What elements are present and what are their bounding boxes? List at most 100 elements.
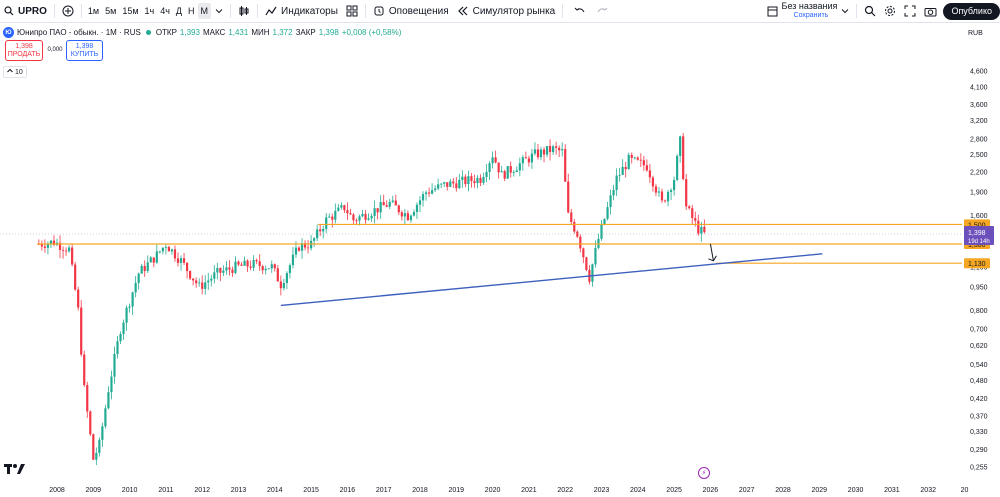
candle-body [313, 238, 316, 241]
candle-body [319, 229, 322, 232]
candle-body [234, 261, 237, 273]
candle-body [282, 283, 285, 289]
candle-body [521, 157, 524, 164]
currency-label[interactable]: RUB [968, 30, 983, 37]
candle-body [506, 166, 509, 179]
candle-body [491, 157, 494, 164]
candle-body [694, 218, 697, 221]
undo-icon [574, 6, 585, 16]
candle-body [663, 200, 667, 202]
sell-button[interactable]: 1,398 ПРОДАТЬ [5, 40, 43, 61]
indicator-count: 10 [15, 68, 23, 76]
timeframe-day[interactable]: Д [175, 6, 183, 16]
timeframe-month[interactable]: М [197, 3, 212, 19]
sell-price: 1,398 [15, 42, 33, 50]
candle-body [152, 257, 155, 263]
tradingview-logo-icon[interactable] [4, 462, 26, 476]
chevron-down-icon [841, 7, 849, 15]
candle-body [198, 282, 201, 284]
templates-button[interactable] [342, 0, 362, 23]
candle-body [570, 212, 573, 223]
x-tick-label: 2030 [848, 487, 864, 494]
level-price-tag [964, 258, 990, 269]
candle-body [249, 266, 252, 268]
candle-body [107, 392, 110, 409]
legend-title[interactable]: Юнипро ПАО - обыкн. · 1M · RUS [17, 28, 141, 37]
timeframe-week[interactable]: Н [188, 6, 195, 16]
candle-body [403, 213, 406, 217]
candle-body [92, 434, 95, 460]
candle-body [185, 262, 189, 272]
candle-body [651, 177, 655, 187]
candle-body [503, 171, 506, 179]
layout-menu-button[interactable]: Без названия Сохранить [763, 0, 854, 23]
timeframe-1m[interactable]: 1м [87, 6, 100, 16]
timeframe-4h[interactable]: 4ч [160, 6, 170, 16]
candle-body [624, 166, 627, 170]
symbol-search-button[interactable]: UPRO [0, 0, 51, 23]
grid-icon [346, 5, 358, 17]
candle-body [355, 220, 358, 222]
quick-search-button[interactable] [860, 0, 880, 23]
level-price-label: 1,130 [968, 261, 986, 268]
candle-body [388, 201, 391, 207]
settings-button[interactable] [880, 0, 900, 23]
company-logo-icon: Ю [3, 27, 14, 38]
candle-body [455, 183, 458, 189]
candles-icon [238, 5, 250, 17]
x-tick-label: 2025 [666, 487, 682, 494]
timeframe-5m[interactable]: 5м [105, 6, 117, 16]
price-chart[interactable]: 4,600 4,100 3,600 3,200 2,800 2,500 2,200 1,900… [0, 24, 1000, 497]
candle-body [182, 258, 186, 263]
lightning-icon[interactable]: ⚡ [698, 467, 710, 479]
fullscreen-button[interactable] [900, 0, 920, 23]
timeframe-1h[interactable]: 1ч [144, 6, 155, 16]
rewind-icon [457, 6, 469, 16]
snapshot-button[interactable] [920, 0, 941, 23]
candle-body [64, 250, 68, 252]
x-tick-label: 2029 [812, 487, 828, 494]
x-tick-label: 2024 [630, 487, 646, 494]
candle-body [306, 247, 310, 249]
candle-body [533, 149, 537, 154]
candle-body [146, 262, 149, 271]
candle-body [645, 165, 648, 171]
timeframe-dropdown[interactable] [211, 0, 227, 23]
candle-body [548, 146, 552, 153]
candle-body [300, 243, 304, 251]
y-tick-label: 0,480 [970, 378, 988, 385]
candle-body [539, 149, 543, 158]
redo-button[interactable] [593, 0, 612, 23]
x-tick-label: 2016 [340, 487, 356, 494]
undo-button[interactable] [566, 0, 593, 23]
indicators-collapse-button[interactable]: 10 [3, 66, 27, 78]
candle-body [294, 247, 298, 255]
replay-button[interactable]: Симулятор рынка [453, 0, 560, 23]
candle-body [201, 282, 204, 289]
candle-body [424, 192, 428, 195]
candle-body [606, 207, 609, 219]
compare-symbol-button[interactable] [58, 0, 78, 23]
y-tick-label: 2,200 [970, 169, 988, 176]
level-price-label: 1,300 [968, 242, 986, 249]
alerts-button[interactable]: Оповещения [369, 0, 453, 23]
candle-body [633, 157, 636, 159]
candle-body [228, 267, 231, 270]
candle-body [473, 180, 476, 184]
publish-button[interactable]: Опублико [943, 2, 1000, 20]
candle-body [452, 181, 455, 184]
candle-body [576, 231, 579, 237]
candle-body [361, 213, 364, 217]
candle-body [89, 411, 92, 435]
y-tick-label: 4,100 [970, 84, 988, 91]
candle-body [552, 146, 555, 153]
candle-body [346, 210, 349, 214]
x-tick-label: 20 [961, 487, 969, 494]
chart-type-button[interactable] [234, 0, 254, 23]
timeframe-15m[interactable]: 15м [122, 6, 139, 16]
candle-body [458, 180, 461, 189]
buy-button[interactable]: 1,398 КУПИТЬ [66, 40, 103, 61]
x-tick-label: 2008 [49, 487, 65, 494]
indicators-button[interactable]: Индикаторы [261, 0, 342, 23]
fullscreen-icon [904, 5, 916, 17]
